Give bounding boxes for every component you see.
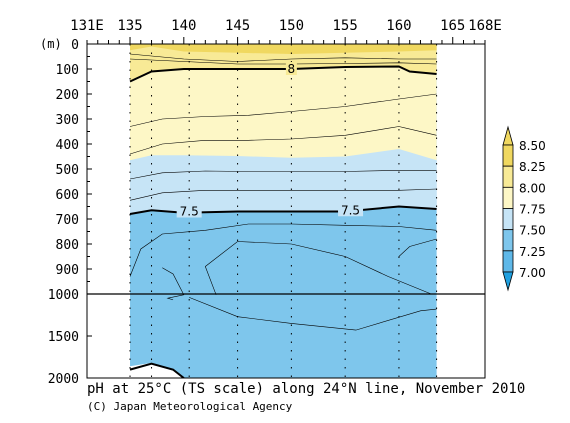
contour-label-bg <box>338 203 364 217</box>
colorbar-segment <box>502 144 514 167</box>
contour-line <box>398 238 437 257</box>
y-tick-label: 300 <box>56 113 79 128</box>
x-tick-label: 168E <box>468 18 502 34</box>
y-axis-label: (m) <box>40 37 62 51</box>
contour-label: 7.5 <box>341 203 360 217</box>
x-tick-label: 131E <box>70 18 104 34</box>
colorbar-segment <box>502 229 514 252</box>
y-tick-label: 2000 <box>48 372 79 387</box>
y-tick-label: 0 <box>71 38 79 53</box>
contour-line <box>129 188 437 201</box>
contour-bold <box>129 205 437 215</box>
contour-label-bg <box>176 204 202 218</box>
colored-bands <box>130 44 437 378</box>
y-tick-label: 600 <box>56 188 79 203</box>
contour-line <box>129 170 437 180</box>
contour-bold <box>129 362 185 378</box>
y-tick-label: 800 <box>56 238 79 253</box>
y-tick-label: 1500 <box>48 330 79 345</box>
colorbar-label: 7.50 <box>519 224 546 238</box>
y-tick-label: 900 <box>56 263 79 278</box>
contour-label: 8 <box>288 62 296 76</box>
x-tick-label: 160 <box>386 18 411 34</box>
y-tick-label: 200 <box>56 88 79 103</box>
contour-line <box>129 53 437 62</box>
contour-line <box>189 297 437 331</box>
colorbar-extend-top <box>502 125 514 146</box>
contour-line <box>129 126 437 155</box>
colorbar-label: 7.00 <box>519 266 546 280</box>
colorbar-label: 8.50 <box>519 139 546 153</box>
contour-label-bg <box>285 62 297 75</box>
x-tick-label: 155 <box>333 18 358 34</box>
colorbar-extend-bottom <box>502 271 514 292</box>
colorbar-label: 7.75 <box>519 203 546 217</box>
plot-frame <box>86 43 486 379</box>
colorbar-segment <box>502 165 514 188</box>
colorbar-label: 8.00 <box>519 181 546 195</box>
contour-line <box>162 267 185 301</box>
band-above-8.25 <box>130 44 437 54</box>
colorbar: 8.50 8.25 8.00 7.75 7.50 7.25 7.00 <box>502 125 546 292</box>
colorbar-label: 8.25 <box>519 160 546 174</box>
contour-line <box>129 93 437 127</box>
y-tick-label: 400 <box>56 138 79 153</box>
colorbar-segment <box>502 186 514 209</box>
contour-line <box>129 223 437 277</box>
contour-label: 7.5 <box>180 205 199 219</box>
band-above-8 <box>130 44 437 82</box>
x-tick-label: 145 <box>225 18 250 34</box>
x-tick-label: 140 <box>171 18 196 34</box>
x-tick-label: 150 <box>279 18 304 34</box>
y-tick-label: 700 <box>56 213 79 228</box>
colorbar-segment <box>502 250 514 273</box>
colorbar-segment <box>502 208 514 231</box>
band-above-7.75 <box>130 44 437 161</box>
y-tick-label: 100 <box>56 63 79 78</box>
x-axis: 131E 135 140 145 150 155 160 165 168E <box>70 18 502 44</box>
contour-line <box>204 241 432 295</box>
colorbar-label: 7.25 <box>519 245 546 259</box>
chart-title: pH at 25°C (TS scale) along 24°N line, N… <box>87 381 525 397</box>
y-tick-label: 500 <box>56 163 79 178</box>
credit-text: (C) Japan Meteorological Agency <box>87 400 293 413</box>
contour-labels: 8 7.5 7.5 <box>176 62 364 219</box>
x-tick-label: 165 <box>440 18 465 34</box>
y-tick-label: 1000 <box>48 288 79 303</box>
x-tick-label: 135 <box>117 18 142 34</box>
plot-border <box>86 43 486 379</box>
y-axis: (m) 0 100 200 300 400 500 600 700 800 900 1000 1500 2… <box>40 37 92 387</box>
